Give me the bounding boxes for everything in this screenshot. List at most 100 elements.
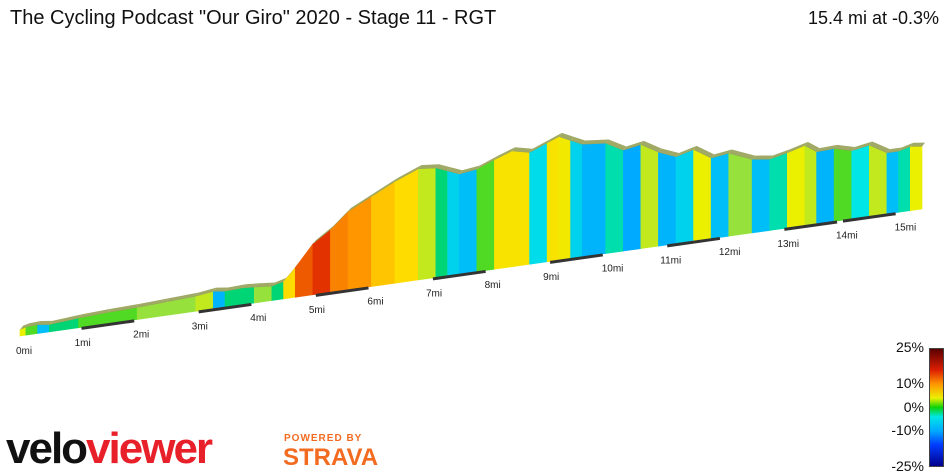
- profile-slice: [330, 211, 349, 293]
- legend-label-10: 10%: [895, 375, 924, 391]
- profile-top-surface: [459, 165, 480, 175]
- distance-markers: [81, 212, 896, 330]
- profile-slice: [833, 148, 853, 222]
- profile-top-surface: [25, 320, 41, 328]
- profile-top-surface: [816, 144, 838, 153]
- profile-slice: [581, 143, 607, 258]
- profile-slice: [558, 136, 571, 261]
- profile-slice: [529, 142, 548, 265]
- route-summary: 15.4 mi at -0.3%: [807, 8, 939, 28]
- profile-slice: [312, 229, 331, 296]
- profile-top-surface: [20, 323, 29, 330]
- profile-slice: [283, 266, 296, 300]
- profile-slices: [19, 132, 925, 337]
- profile-slice: [658, 152, 677, 247]
- profile-top-surface: [623, 140, 644, 151]
- profile-top-surface: [295, 240, 316, 268]
- distance-marker: [549, 253, 603, 264]
- distance-tick-label: 13mi: [777, 239, 799, 250]
- profile-top-surface: [693, 145, 715, 159]
- distance-tick-label: 0mi: [16, 346, 32, 357]
- profile-slice: [816, 148, 835, 225]
- profile-top-surface: [447, 167, 463, 175]
- profile-slice: [294, 243, 314, 298]
- profile-top-surface: [529, 139, 551, 153]
- distance-tick-label: 1mi: [75, 338, 91, 349]
- legend-label-minus25: -25%: [891, 458, 924, 474]
- profile-top-surface: [752, 155, 773, 160]
- distance-tick-label: 9mi: [543, 272, 559, 283]
- profile-slice: [898, 146, 911, 213]
- profile-top-surface: [570, 136, 586, 145]
- profile-slice: [253, 286, 273, 304]
- profile-top-surface: [769, 149, 791, 160]
- profile-top-surface: [330, 207, 351, 230]
- distance-tick-label: 11mi: [660, 255, 681, 266]
- profile-top-surface: [242, 283, 258, 289]
- profile-slice: [37, 324, 50, 334]
- profile-top-surface: [254, 282, 275, 288]
- profile-slice: [886, 151, 899, 215]
- veloviewer-logo: veloviewer: [6, 424, 213, 473]
- distance-marker: [432, 269, 486, 281]
- profile-slice: [751, 159, 771, 234]
- profile-top-surface: [283, 263, 299, 282]
- profile-top-surface: [312, 225, 334, 245]
- profile-top-surface: [512, 147, 533, 153]
- profile-top-surface: [271, 277, 287, 287]
- profile-slice: [728, 153, 753, 237]
- legend-label-minus10: -10%: [891, 422, 924, 438]
- profile-top-surface: [78, 308, 111, 319]
- profile-top-surface: [605, 139, 627, 151]
- profile-top-surface: [787, 141, 808, 154]
- profile-top-surface: [107, 303, 141, 313]
- distance-tick-label: 3mi: [192, 321, 208, 332]
- profile-slice: [447, 170, 460, 277]
- profile-slice: [394, 168, 419, 284]
- profile-slice: [494, 150, 513, 270]
- profile-top-surface: [394, 165, 422, 182]
- legend-label-25: 25%: [895, 339, 924, 355]
- profile-top-surface: [804, 141, 820, 153]
- profile-slice: [570, 140, 583, 259]
- chart-title: The Cycling Podcast "Our Giro" 2020 - St…: [10, 7, 497, 29]
- distance-tick-label: 15mi: [895, 222, 917, 233]
- profile-slice: [868, 144, 888, 217]
- profile-top-surface: [886, 147, 902, 154]
- distance-tick-label: 12mi: [719, 247, 741, 258]
- distance-marker: [198, 302, 252, 314]
- profile-slice: [605, 143, 624, 254]
- profile-slice: [786, 145, 806, 229]
- profile-top-surface: [49, 314, 82, 325]
- legend-label-0: 0%: [903, 399, 924, 415]
- profile-top-surface: [476, 156, 498, 170]
- profile-slice: [458, 169, 478, 275]
- distance-tick-label: 14mi: [836, 231, 858, 242]
- profile-top-surface: [371, 177, 398, 197]
- profile-top-surface: [37, 320, 53, 325]
- profile-top-surface: [547, 132, 562, 144]
- profile-top-surface: [582, 139, 609, 145]
- profile-top-surface: [640, 140, 662, 153]
- profile-top-surface: [348, 192, 375, 212]
- gradient-legend-bar: [929, 348, 944, 467]
- strava-logo: STRAVA: [283, 444, 379, 471]
- profile-top-surface: [834, 144, 855, 152]
- profile-top-surface: [213, 287, 228, 292]
- powered-by-label: POWERED BY: [284, 433, 363, 444]
- distance-tick-label: 5mi: [309, 305, 325, 316]
- distance-tick-label: 2mi: [133, 330, 149, 341]
- profile-slice: [675, 149, 694, 244]
- profile-top-surface: [494, 147, 515, 161]
- distance-marker: [784, 220, 838, 231]
- profile-top-surface: [676, 145, 697, 158]
- distance-marker: [81, 319, 135, 330]
- profile-top-surface: [418, 164, 439, 170]
- profile-top-surface: [898, 142, 914, 152]
- profile-top-surface: [910, 142, 925, 147]
- profile-top-surface: [435, 164, 451, 172]
- profile-slice: [435, 167, 448, 278]
- distance-marker: [315, 286, 369, 297]
- distance-tick-label: 4mi: [250, 313, 266, 324]
- distance-marker: [667, 236, 721, 248]
